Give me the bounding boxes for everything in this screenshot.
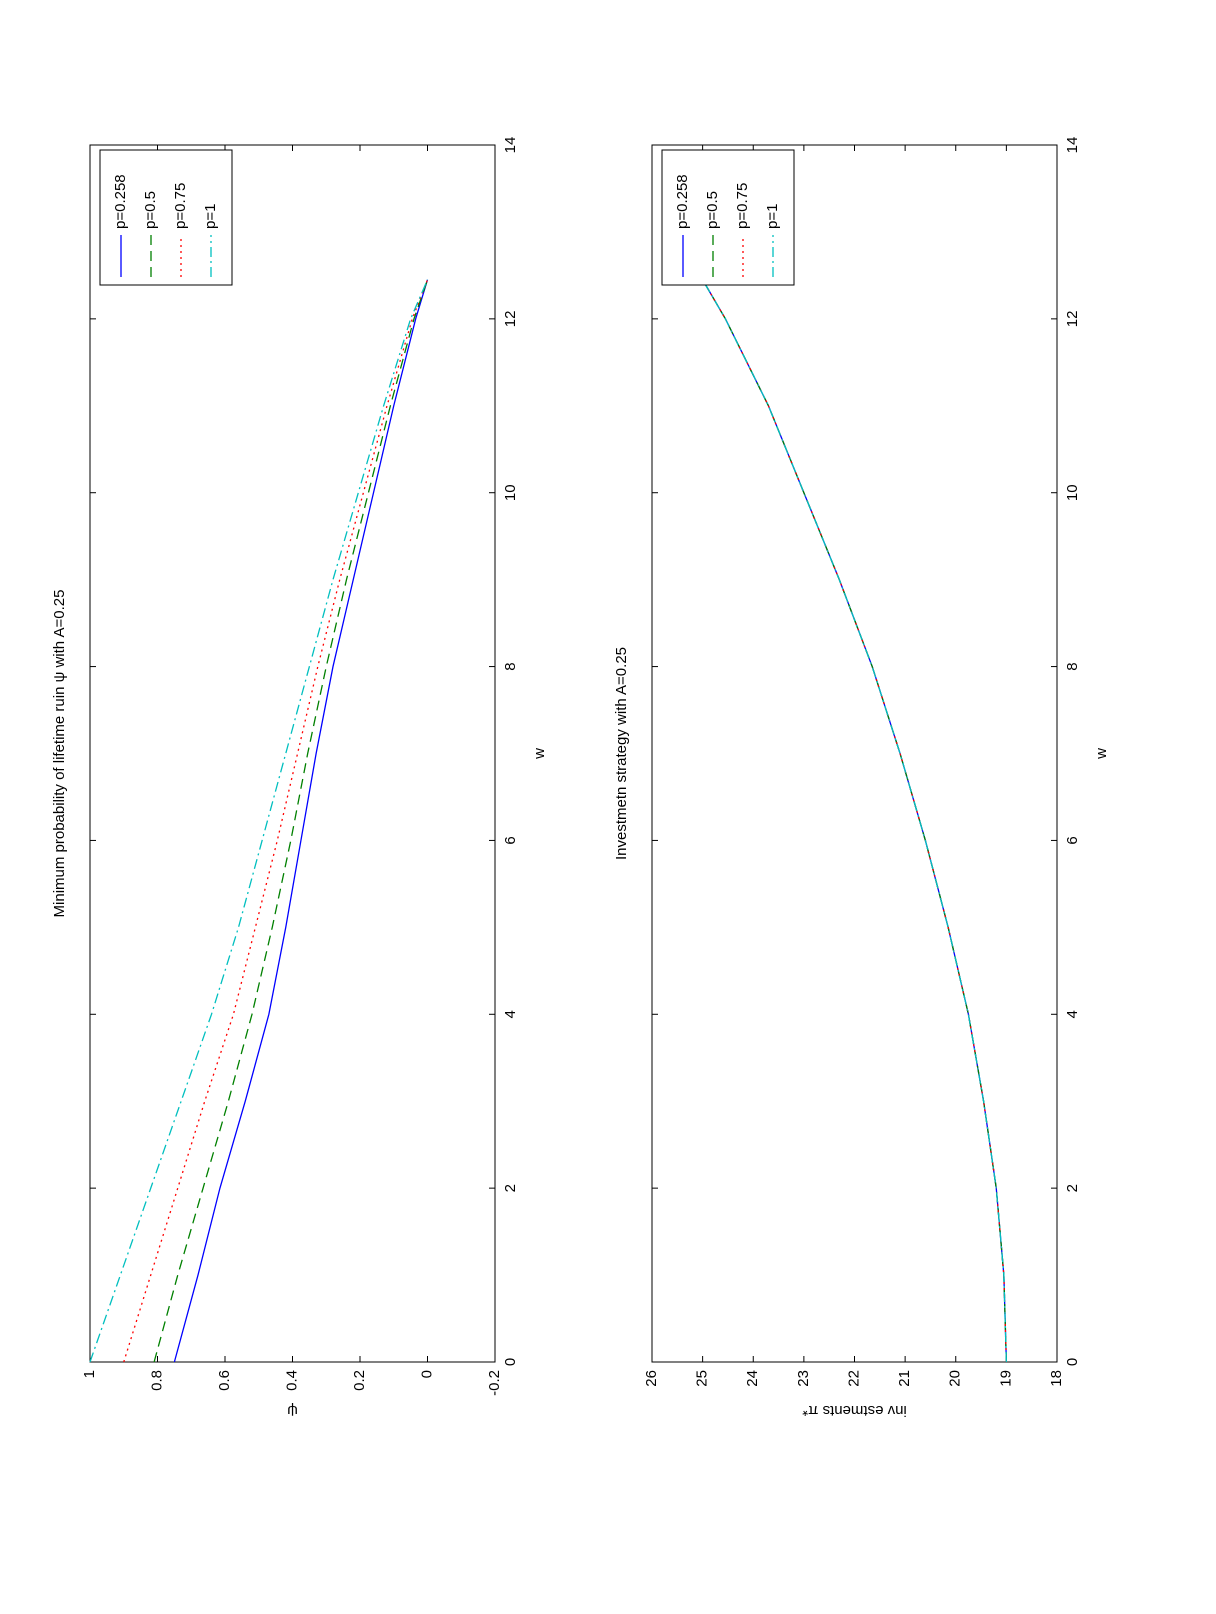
legend-label: p=0.258	[674, 174, 691, 229]
data-line	[702, 279, 1008, 1363]
x-axis-label: w	[1093, 748, 1110, 760]
y-tick-label: 24	[744, 1370, 761, 1387]
y-tick-label: 23	[795, 1370, 812, 1387]
x-tick-label: 0	[1064, 1358, 1081, 1366]
x-tick-label: 8	[502, 662, 519, 670]
x-tick-label: 12	[502, 311, 519, 328]
landscape-figure: Minimum probability of lifetime ruin ψ w…	[51, 137, 1110, 1419]
subplot: Minimum probability of lifetime ruin ψ w…	[51, 137, 548, 1419]
y-tick-label: 19	[997, 1370, 1014, 1387]
legend-box	[99, 149, 233, 286]
legend-label: p=0.258	[112, 174, 129, 229]
y-tick-label: 26	[643, 1370, 660, 1387]
x-tick-label: 14	[1064, 137, 1081, 154]
y-tick-label: 25	[694, 1370, 711, 1387]
x-tick-label: 2	[1064, 1184, 1081, 1192]
legend-label: p=1	[764, 204, 781, 229]
legend-label: p=0.75	[734, 183, 751, 229]
y-tick-label: 0	[418, 1370, 435, 1378]
x-tick-label: 12	[1064, 311, 1081, 328]
x-axis-label: w	[531, 748, 548, 760]
y-tick-label: -0.2	[486, 1370, 503, 1396]
legend-label: p=0.5	[704, 191, 721, 229]
x-tick-label: 8	[1064, 662, 1081, 670]
axes-box	[651, 144, 1058, 1363]
data-line	[702, 279, 1008, 1363]
y-tick-label: 20	[947, 1370, 964, 1387]
y-axis-label: inv estments π*	[802, 1402, 907, 1419]
legend-label: p=0.75	[172, 183, 189, 229]
y-tick-label: 0.2	[351, 1370, 368, 1391]
data-line	[173, 279, 429, 1363]
y-tick-label: 22	[845, 1370, 862, 1387]
data-line	[89, 279, 429, 1363]
y-tick-label: 0.8	[148, 1370, 165, 1391]
y-tick-label: 21	[896, 1370, 913, 1387]
legend-label: p=0.5	[142, 191, 159, 229]
y-tick-label: 18	[1048, 1370, 1065, 1387]
x-tick-label: 4	[502, 1010, 519, 1018]
y-tick-label: 0.4	[283, 1370, 300, 1391]
y-tick-label: 1	[81, 1370, 98, 1378]
x-tick-label: 6	[502, 836, 519, 844]
chart-title: Investmetn strategy with A=0.25	[613, 647, 630, 860]
x-tick-label: 10	[502, 484, 519, 501]
y-tick-label: 0.6	[216, 1370, 233, 1391]
data-line	[123, 279, 429, 1363]
x-tick-label: 10	[1064, 484, 1081, 501]
x-tick-label: 0	[502, 1358, 519, 1366]
x-tick-label: 6	[1064, 836, 1081, 844]
chart-title: Minimum probability of lifetime ruin ψ w…	[51, 590, 68, 918]
legend-label: p=1	[202, 204, 219, 229]
y-axis-label: ψ	[287, 1402, 298, 1419]
x-tick-label: 2	[502, 1184, 519, 1192]
x-tick-label: 4	[1064, 1010, 1081, 1018]
axes-box	[89, 144, 496, 1363]
x-tick-label: 14	[502, 137, 519, 154]
data-line	[153, 279, 429, 1363]
subplot: Investmetn strategy with A=0.25 w inv estm…	[613, 137, 1110, 1419]
legend-box	[661, 149, 795, 286]
